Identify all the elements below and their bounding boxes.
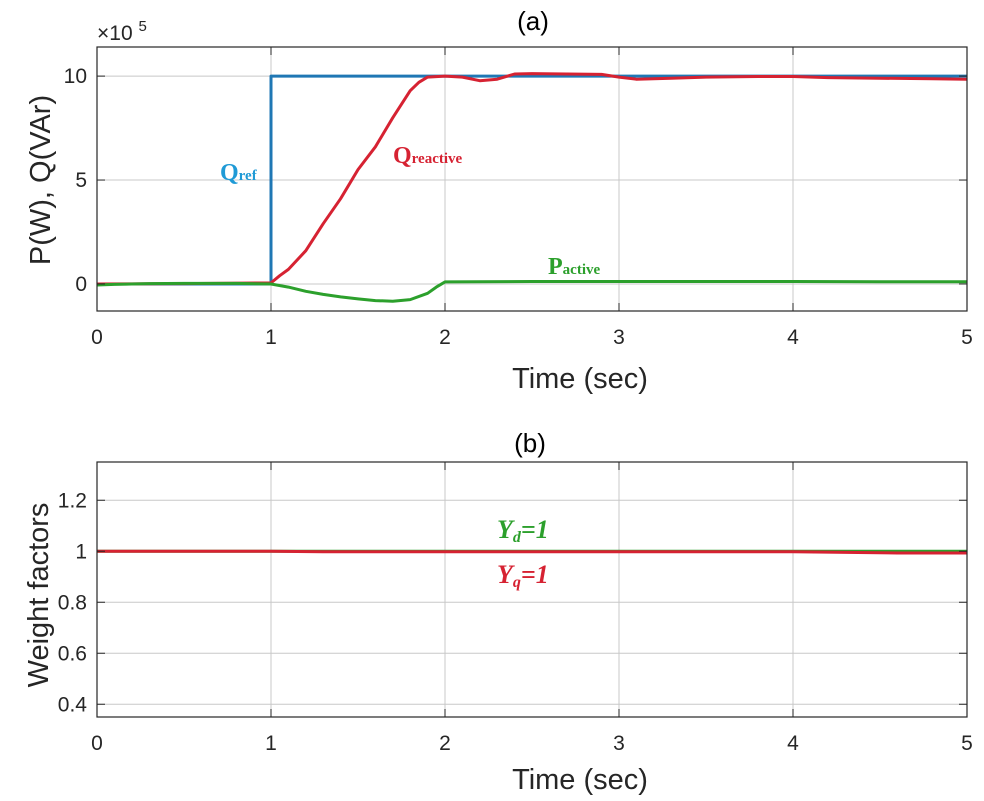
- chart-a-xtick-label: 0: [91, 326, 103, 349]
- chart-a-y-multiplier-base: ×10: [97, 22, 133, 45]
- annotation-yd-main: Y: [497, 515, 515, 544]
- annotation-yd-sub: d: [513, 529, 522, 546]
- chart-b-ytick-label: 0.6: [58, 642, 87, 665]
- chart-a-xtick-label: 1: [265, 326, 277, 349]
- chart-b-xtick-label: 3: [613, 732, 625, 755]
- annotation-qreactive-sub: reactive: [412, 151, 463, 167]
- chart-b-xlabel: Time (sec): [512, 764, 648, 796]
- chart-b-ticks: 0 1 2 3 4 5 0.4 0.6 0.8 1 1.2: [58, 462, 973, 755]
- chart-b-ytick-label: 1.2: [58, 489, 87, 512]
- chart-b-xtick-label: 1: [265, 732, 277, 755]
- chart-a-series-group: [96, 72, 968, 303]
- chart-a-xtick-label: 3: [613, 326, 625, 349]
- annotation-qref: Qref: [220, 160, 258, 186]
- chart-b-xtick-label: 0: [91, 732, 103, 755]
- chart-a-y-multiplier: ×10 5: [97, 18, 147, 45]
- chart-a-ticks: 0 1 2 3 4 5 0 5 10: [64, 47, 973, 349]
- series-line-qreactive: [96, 72, 968, 286]
- chart-b-xtick-label: 5: [961, 732, 973, 755]
- chart-b-ytick-label: 1: [75, 540, 87, 563]
- chart-b: (b) Weight factors Time (sec) 0 1 2 3 4 50.40…: [23, 428, 973, 796]
- chart-a: (a) ×10 5 P(W), Q(VAr) Time (sec) 0 1 2 3 4 5…: [25, 6, 973, 395]
- chart-a-ytick-label: 10: [64, 65, 87, 88]
- chart-a-xtick-label: 5: [961, 326, 973, 349]
- chart-a-y-multiplier-exponent: 5: [138, 18, 146, 35]
- chart-b-series-group: [97, 549, 967, 555]
- chart-b-grid: [96, 462, 968, 717]
- series-line-yq: [97, 549, 967, 555]
- series-line-pactive: [96, 280, 967, 303]
- annotation-qreactive: Qreactive: [393, 143, 463, 169]
- chart-b-title: (b): [514, 428, 546, 458]
- chart-a-title: (a): [517, 6, 549, 36]
- annotation-qreactive-main: Q: [393, 143, 412, 169]
- chart-a-ytick-label: 0: [75, 273, 87, 296]
- annotation-pactive-main: P: [548, 254, 563, 280]
- annotation-pactive: Pactive: [548, 254, 600, 280]
- annotation-yd: Yd=1: [497, 515, 549, 546]
- annotation-pactive-sub: active: [563, 262, 601, 278]
- chart-a-xtick-label: 2: [439, 326, 451, 349]
- annotation-qref-sub: ref: [239, 168, 258, 184]
- chart-b-ylabel: Weight factors: [23, 503, 55, 688]
- chart-a-ylabel: P(W), Q(VAr): [25, 95, 57, 265]
- annotation-yd-suffix: =1: [521, 515, 549, 544]
- chart-b-ytick-label: 0.8: [58, 591, 87, 614]
- chart-b-xtick-label: 4: [787, 732, 799, 755]
- chart-b-xtick-label: 2: [439, 732, 451, 755]
- annotation-yq-main: Y: [497, 560, 515, 589]
- annotation-yq-suffix: =1: [521, 560, 549, 589]
- annotation-qref-main: Q: [220, 160, 239, 186]
- chart-a-xtick-label: 4: [787, 326, 799, 349]
- chart-b-plot-frame: [96, 461, 968, 718]
- annotation-yq: Yq=1: [497, 560, 549, 591]
- chart-b-ytick-label: 0.4: [58, 693, 88, 716]
- annotation-yq-sub: q: [513, 574, 521, 591]
- chart-a-ytick-label: 5: [75, 169, 87, 192]
- chart-a-plot-frame: [96, 46, 968, 312]
- chart-a-xlabel: Time (sec): [512, 363, 648, 395]
